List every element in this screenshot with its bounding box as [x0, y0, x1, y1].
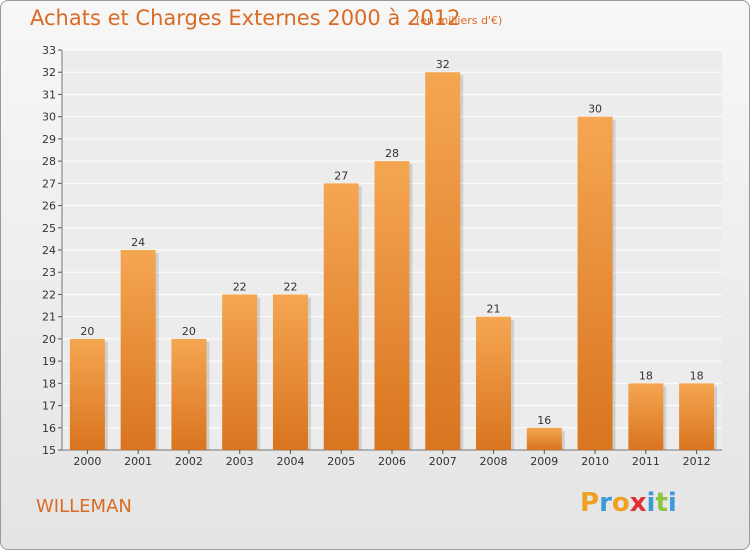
proxiti-logo: Proxiti	[580, 488, 677, 518]
data-label: 22	[233, 280, 247, 293]
y-tick-label: 20	[42, 333, 56, 346]
y-tick-label: 32	[42, 66, 56, 79]
bar	[69, 338, 105, 450]
y-tick-label: 33	[42, 44, 56, 57]
y-tick-label: 15	[42, 444, 56, 457]
bar	[628, 383, 664, 450]
x-tick-label: 2012	[683, 455, 711, 468]
logo-letter: i	[646, 488, 656, 518]
logo-letter: t	[655, 488, 668, 518]
x-tick-label: 2011	[632, 455, 660, 468]
data-label: 21	[487, 303, 501, 316]
bar	[171, 338, 207, 450]
data-label: 28	[385, 147, 399, 160]
bar	[272, 294, 308, 450]
y-tick-label: 23	[42, 266, 56, 279]
x-tick-label: 2000	[73, 455, 101, 468]
data-label: 20	[182, 325, 196, 338]
y-tick-label: 16	[42, 422, 56, 435]
bar	[577, 116, 613, 451]
logo-letter: o	[611, 488, 630, 518]
logo-letter: P	[580, 488, 600, 518]
bar	[679, 383, 715, 450]
data-label: 18	[690, 369, 704, 382]
commune-name: WILLEMAN	[36, 496, 132, 517]
y-tick-label: 22	[42, 288, 56, 301]
y-tick-label: 30	[42, 111, 56, 124]
x-tick-label: 2005	[327, 455, 355, 468]
bar	[476, 316, 512, 450]
data-label: 20	[80, 325, 94, 338]
y-tick-label: 29	[42, 133, 56, 146]
y-tick-label: 27	[42, 177, 56, 190]
y-tick-label: 28	[42, 155, 56, 168]
x-tick-label: 2002	[175, 455, 203, 468]
x-tick-label: 2006	[378, 455, 406, 468]
bar	[222, 294, 258, 450]
y-tick-label: 19	[42, 355, 56, 368]
bar	[374, 161, 410, 450]
x-tick-label: 2004	[276, 455, 304, 468]
logo-letter: r	[599, 488, 612, 518]
bar	[323, 183, 359, 451]
data-label: 22	[283, 280, 297, 293]
bar	[526, 427, 562, 450]
y-tick-label: 31	[42, 88, 56, 101]
y-tick-label: 17	[42, 400, 56, 413]
y-tick-label: 18	[42, 377, 56, 390]
chart-title: Achats et Charges Externes 2000 à 2012	[30, 6, 461, 30]
x-tick-label: 2008	[480, 455, 508, 468]
logo-letter: x	[629, 488, 647, 518]
data-label: 30	[588, 103, 602, 116]
y-tick-label: 25	[42, 222, 56, 235]
y-tick-label: 24	[42, 244, 56, 257]
data-label: 27	[334, 169, 348, 182]
y-tick-label: 21	[42, 311, 56, 324]
y-tick-label: 26	[42, 200, 56, 213]
x-tick-label: 2007	[429, 455, 457, 468]
bar	[120, 250, 156, 450]
data-label: 24	[131, 236, 145, 249]
bar	[425, 72, 461, 450]
data-label: 18	[639, 369, 653, 382]
x-tick-label: 2010	[581, 455, 609, 468]
chart-subtitle: (en milliers d'€)	[416, 14, 503, 27]
x-tick-label: 2003	[226, 455, 254, 468]
data-label: 16	[537, 414, 551, 427]
data-label: 32	[436, 58, 450, 71]
logo-letter: i	[667, 488, 677, 518]
x-tick-label: 2001	[124, 455, 152, 468]
x-tick-label: 2009	[530, 455, 558, 468]
